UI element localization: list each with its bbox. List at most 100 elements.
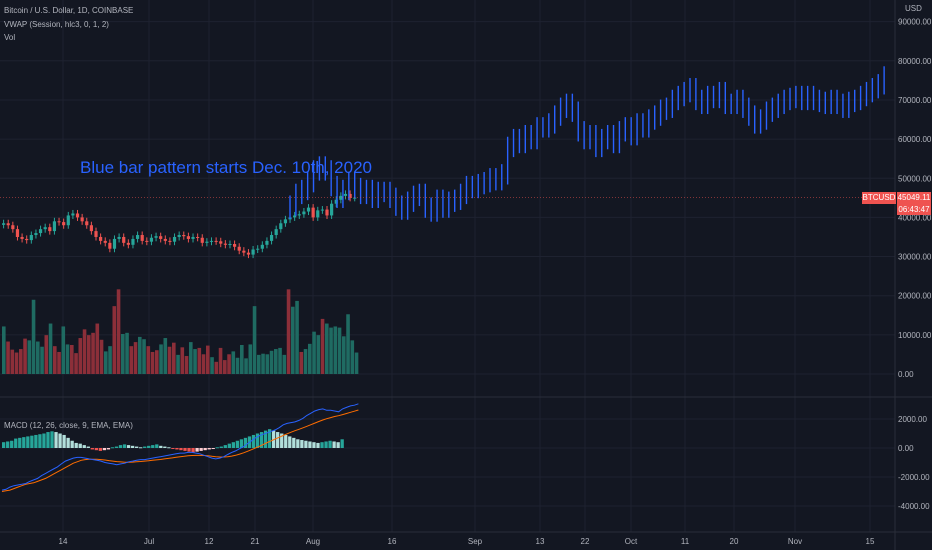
candle-body bbox=[112, 238, 117, 249]
macd-histogram-bar bbox=[139, 447, 143, 449]
candle-body bbox=[246, 252, 251, 255]
volume-bar bbox=[223, 360, 227, 374]
volume-bar bbox=[91, 332, 95, 374]
macd-histogram-bar bbox=[14, 438, 18, 448]
candle-body bbox=[196, 236, 200, 238]
macd-line bbox=[1, 403, 359, 491]
volume-bar bbox=[354, 352, 359, 374]
volume-bar bbox=[167, 346, 172, 374]
candle-body bbox=[330, 203, 334, 216]
macd-histogram-bar bbox=[320, 442, 324, 448]
time-tick-label: Aug bbox=[306, 537, 320, 546]
macd-histogram-bar bbox=[62, 434, 66, 448]
macd-histogram-bar bbox=[223, 445, 227, 448]
ticker-badge: BTCUSD bbox=[862, 192, 896, 204]
candle-body bbox=[11, 225, 15, 230]
macd-histogram-bar bbox=[328, 440, 332, 448]
volume-legend[interactable]: Vol bbox=[4, 33, 16, 42]
symbol-legend[interactable]: Bitcoin / U.S. Dollar, 1D, COINBASE bbox=[4, 6, 134, 15]
volume-bar bbox=[180, 347, 185, 374]
macd-histogram-bar bbox=[82, 445, 86, 448]
macd-histogram-bar bbox=[126, 445, 131, 448]
volume-bar bbox=[278, 347, 282, 374]
macd-histogram-bar bbox=[86, 446, 90, 448]
candle-body bbox=[334, 199, 338, 204]
macd-histogram-bar bbox=[316, 442, 320, 448]
candle-body bbox=[108, 242, 112, 249]
candle-body bbox=[135, 235, 140, 239]
macd-histogram-bar bbox=[151, 445, 155, 448]
volume-bar bbox=[316, 335, 321, 374]
macd-legend[interactable]: MACD (12, 26, close, 9, EMA, EMA) bbox=[4, 421, 133, 430]
time-tick-label: 12 bbox=[205, 537, 214, 546]
candle-body bbox=[251, 249, 255, 255]
macd-histogram-bar bbox=[255, 433, 260, 448]
volume-bar bbox=[129, 346, 134, 374]
volume-bar bbox=[112, 306, 117, 374]
volume-bar bbox=[257, 354, 261, 374]
volume-bar bbox=[303, 349, 308, 374]
candle-body bbox=[283, 219, 288, 224]
macd-histogram-bar bbox=[304, 440, 308, 448]
volume-bar bbox=[70, 345, 74, 374]
macd-tick-label: 2000.00 bbox=[898, 415, 927, 424]
volume-bar bbox=[133, 342, 138, 374]
volume-bar bbox=[159, 344, 163, 374]
volume-bar bbox=[337, 327, 342, 374]
candle-body bbox=[311, 207, 315, 218]
candle-body bbox=[99, 236, 103, 241]
volume-bar bbox=[206, 345, 210, 374]
vwap-legend[interactable]: VWAP (Session, hlc3, 0, 1, 2) bbox=[4, 20, 109, 29]
candle-body bbox=[186, 236, 190, 239]
candle-body bbox=[163, 238, 167, 241]
volume-bar bbox=[320, 318, 325, 374]
macd-histogram-bar bbox=[50, 431, 54, 448]
macd-histogram-bar bbox=[134, 446, 139, 448]
volume-bar bbox=[176, 354, 180, 374]
volume-bar bbox=[350, 340, 355, 374]
time-tick-label: 20 bbox=[730, 537, 739, 546]
price-tick-label: 10000.00 bbox=[898, 331, 932, 340]
volume-bar bbox=[27, 340, 32, 374]
candle-body bbox=[80, 217, 84, 222]
candle-body bbox=[343, 193, 348, 196]
macd-histogram-bar bbox=[227, 443, 231, 448]
macd-histogram-bar bbox=[280, 433, 284, 448]
candle-body bbox=[103, 240, 107, 243]
volume-bar bbox=[19, 349, 23, 374]
candle-body bbox=[126, 242, 130, 245]
candle-body bbox=[89, 225, 93, 232]
macd-histogram-bar bbox=[300, 440, 304, 448]
candle-body bbox=[117, 236, 121, 239]
candle-body bbox=[209, 240, 214, 242]
macd-histogram-bar bbox=[42, 433, 46, 448]
candle-body bbox=[154, 236, 158, 238]
volume-bar bbox=[329, 327, 333, 374]
macd-histogram-bar bbox=[22, 437, 26, 448]
volume-bar bbox=[2, 326, 6, 374]
candle-body bbox=[205, 241, 209, 243]
candle-body bbox=[25, 238, 29, 241]
macd-histogram-bar bbox=[114, 446, 119, 448]
time-tick-label: 16 bbox=[388, 537, 397, 546]
candle-body bbox=[2, 223, 6, 225]
time-tick-label: Nov bbox=[788, 537, 802, 546]
macd-histogram-bar bbox=[106, 448, 111, 450]
candle-body bbox=[228, 244, 232, 246]
volume-bar bbox=[53, 346, 57, 374]
macd-histogram-bar bbox=[26, 436, 30, 448]
volume-bar bbox=[108, 346, 112, 374]
volume-bar bbox=[295, 300, 299, 374]
macd-histogram-bar bbox=[38, 434, 42, 448]
candle-body bbox=[48, 227, 52, 232]
candle-body bbox=[43, 227, 47, 230]
volume-bar bbox=[163, 338, 168, 374]
candle-body bbox=[293, 215, 297, 218]
candle-body bbox=[237, 246, 241, 251]
volume-bar bbox=[308, 343, 312, 374]
volume-bar bbox=[235, 357, 240, 374]
candle-body bbox=[191, 236, 195, 239]
candle-body bbox=[75, 213, 80, 218]
candle-body bbox=[94, 231, 98, 237]
